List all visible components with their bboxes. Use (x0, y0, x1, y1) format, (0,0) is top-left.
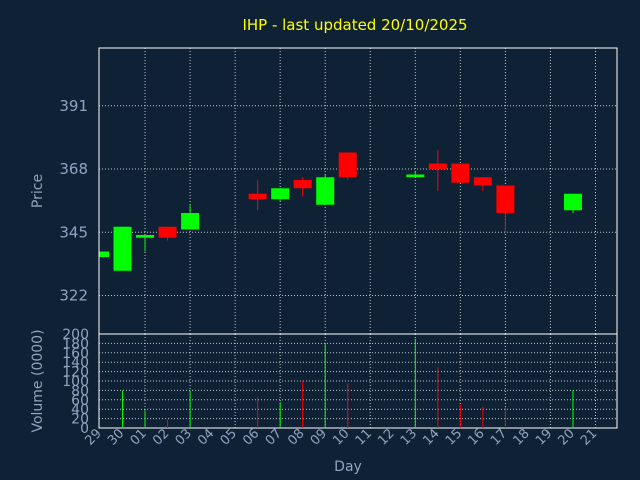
volume-tick-label: 0 (80, 421, 89, 437)
volume-tick-label: 80 (71, 383, 89, 399)
day-tick-label: 06 (240, 426, 262, 448)
candle-body (181, 213, 200, 230)
day-tick-label: 05 (218, 426, 240, 448)
day-tick-label: 03 (173, 426, 195, 448)
day-tick-label: 07 (263, 426, 285, 448)
price-tick-labels: 322 345 368 391 (59, 97, 88, 305)
price-grid (99, 48, 617, 334)
candle-body (428, 163, 447, 169)
candles (99, 149, 582, 271)
volume-tick-label: 120 (62, 365, 89, 381)
price-tick-label: 391 (59, 97, 88, 115)
chart-title: IHP - last updated 20/10/2025 (242, 16, 467, 34)
volume-tick-label: 60 (71, 393, 89, 409)
volume-bars (122, 338, 574, 428)
volume-axis-label: Volume (0000) (30, 329, 46, 432)
volume-tick-label: 140 (62, 355, 89, 371)
price-axis-label: Price (30, 174, 46, 208)
volume-tick-label: 20 (71, 412, 89, 428)
price-plot-frame (98, 47, 618, 335)
day-tick-label: 01 (128, 426, 150, 448)
day-tick-labels: 29 30 01 02 03 04 05 06 07 08 09 10 11 12 13 14 15 16 17 18… (83, 426, 601, 448)
candle-body (316, 177, 335, 205)
candle-body (113, 226, 132, 271)
day-tick-label: 09 (308, 426, 330, 448)
day-tick-label: 17 (488, 426, 510, 448)
candle-body (473, 177, 492, 186)
candle-body (271, 188, 290, 200)
price-tick-label: 368 (59, 160, 88, 178)
candle-body (100, 251, 109, 257)
candle-body (248, 193, 267, 200)
day-tick-label: 04 (195, 426, 217, 448)
day-tick-label: 19 (533, 426, 555, 448)
candle-body (136, 235, 155, 238)
candle-body (158, 226, 177, 238)
day-tick-label: 02 (150, 426, 172, 448)
x-axis-label: Day (334, 459, 362, 475)
day-tick-label: 10 (330, 426, 352, 448)
day-tick-label: 14 (420, 426, 442, 448)
candle-body (406, 174, 425, 178)
candle-body (563, 193, 582, 211)
volume-tick-label: 100 (62, 374, 89, 390)
candle-body (496, 185, 515, 213)
volume-tick-label: 40 (71, 402, 89, 418)
day-tick-label: 11 (353, 426, 375, 448)
candle-body (451, 163, 470, 183)
day-tick-label: 16 (465, 426, 487, 448)
candle-body (293, 180, 312, 189)
volume-grid (99, 334, 617, 428)
day-tick-label: 13 (398, 426, 420, 448)
day-tick-label: 15 (443, 426, 465, 448)
day-tick-label: 08 (285, 426, 307, 448)
price-tick-label: 345 (59, 223, 88, 241)
volume-tick-label: 160 (62, 346, 89, 362)
day-tick-label: 21 (578, 426, 600, 448)
day-tick-label: 20 (555, 426, 577, 448)
price-tick-label: 322 (59, 287, 88, 305)
day-tick-label: 30 (105, 426, 127, 448)
volume-tick-label: 200 (62, 327, 89, 343)
volume-tick-label: 180 (62, 336, 89, 352)
day-tick-label: 12 (375, 426, 397, 448)
day-tick-label: 18 (510, 426, 532, 448)
candle-body (338, 152, 357, 178)
